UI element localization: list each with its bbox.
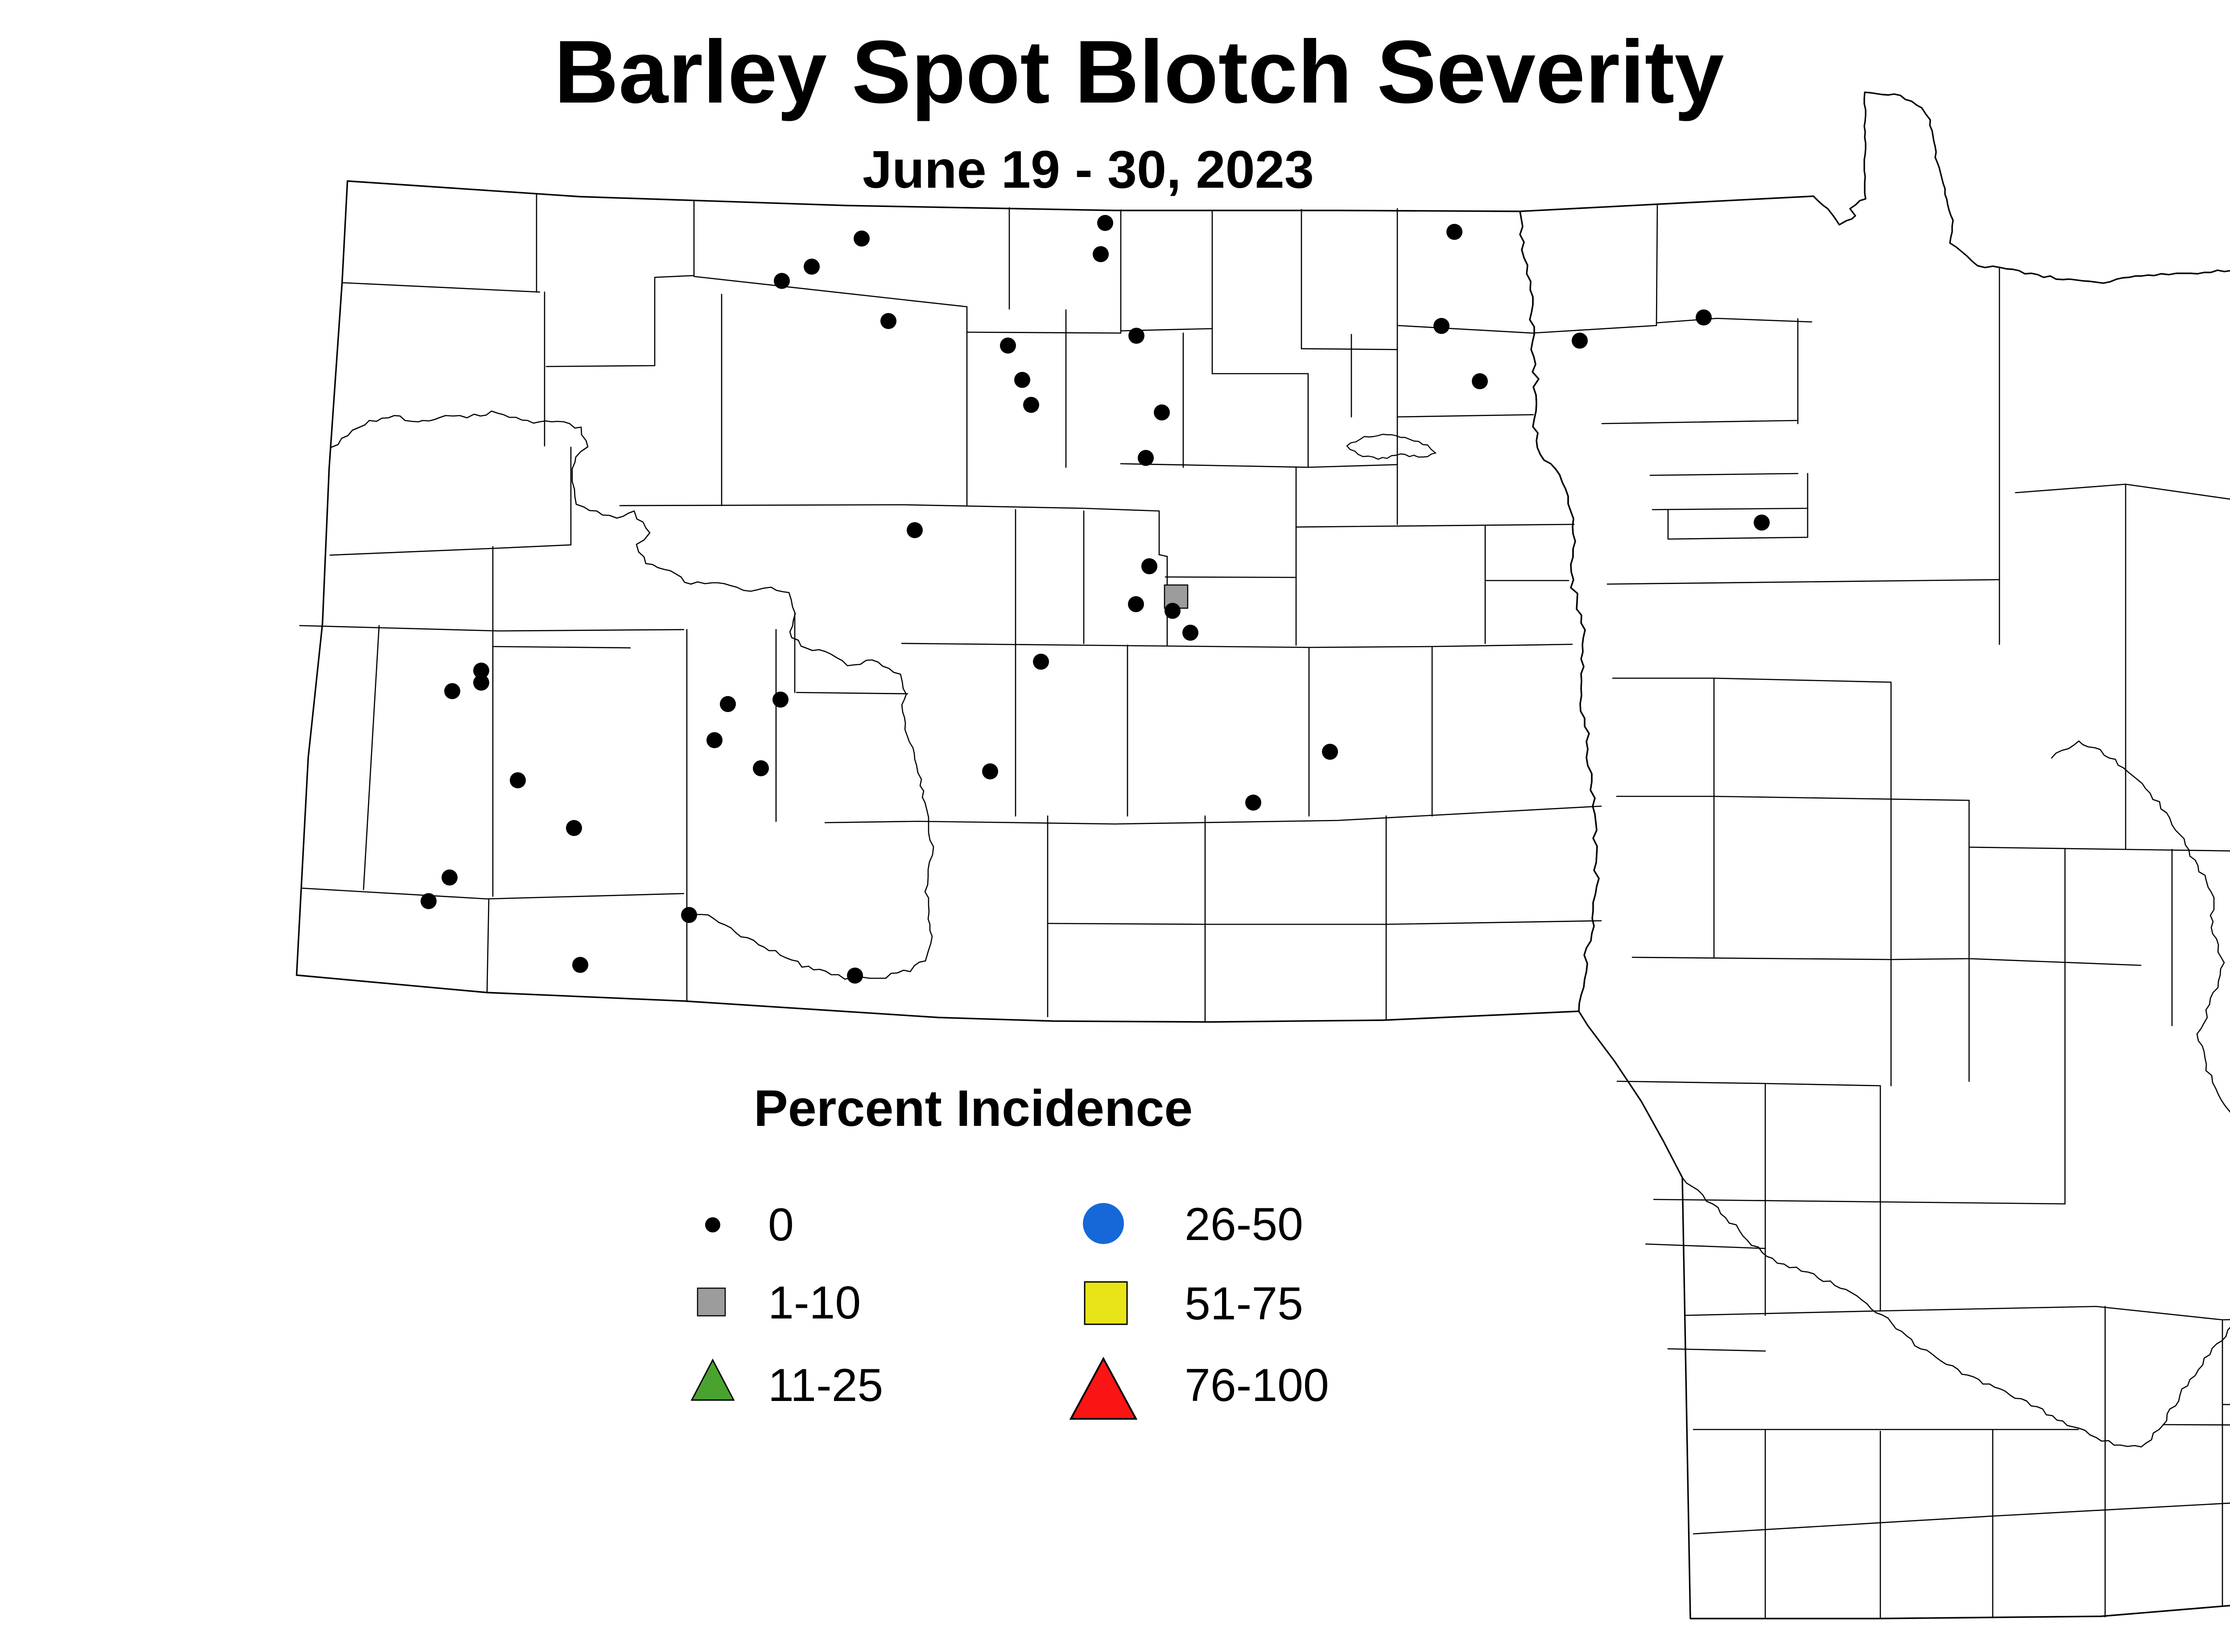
svg-text:June 19 - 30, 2023: June 19 - 30, 2023 [863,140,1314,199]
svg-text:11-25: 11-25 [768,1360,883,1411]
svg-text:1-10: 1-10 [768,1277,861,1329]
svg-text:Barley Spot Blotch Severity: Barley Spot Blotch Severity [554,22,1724,122]
svg-text:0: 0 [768,1199,794,1251]
svg-text:76-100: 76-100 [1185,1360,1329,1411]
svg-text:51-75: 51-75 [1185,1278,1303,1330]
svg-text:26-50: 26-50 [1185,1199,1303,1250]
svg-text:Percent Incidence: Percent Incidence [754,1080,1193,1137]
